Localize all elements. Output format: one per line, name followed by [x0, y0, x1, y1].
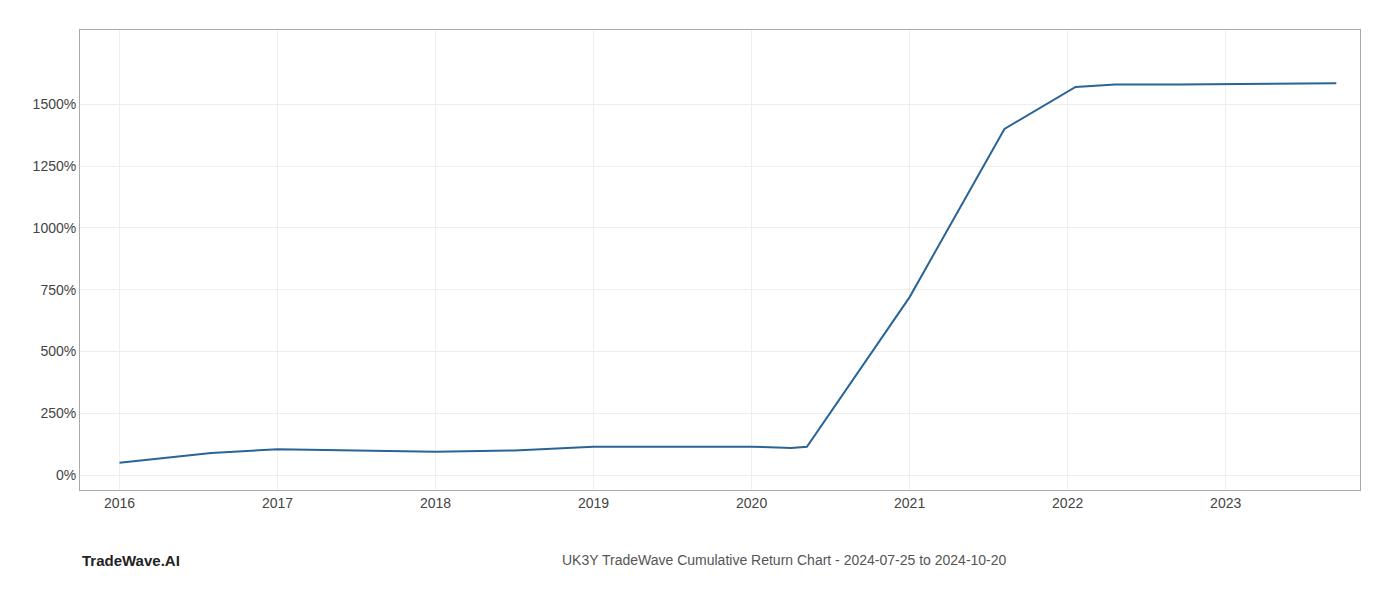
- svg-text:2023: 2023: [1210, 495, 1241, 511]
- svg-text:250%: 250%: [40, 405, 76, 421]
- svg-text:1250%: 1250%: [33, 158, 77, 174]
- svg-text:2019: 2019: [578, 495, 609, 511]
- svg-text:2017: 2017: [262, 495, 293, 511]
- svg-text:750%: 750%: [40, 282, 76, 298]
- svg-text:1000%: 1000%: [33, 220, 77, 236]
- svg-text:2016: 2016: [104, 495, 135, 511]
- svg-text:0%: 0%: [56, 467, 76, 483]
- svg-text:2022: 2022: [1052, 495, 1083, 511]
- svg-text:2020: 2020: [736, 495, 767, 511]
- svg-text:UK3Y TradeWave Cumulative Retu: UK3Y TradeWave Cumulative Return Chart -…: [562, 552, 1007, 568]
- svg-text:2018: 2018: [420, 495, 451, 511]
- svg-text:1500%: 1500%: [33, 96, 77, 112]
- svg-text:TradeWave.AI: TradeWave.AI: [82, 552, 180, 569]
- svg-text:500%: 500%: [40, 343, 76, 359]
- svg-text:2021: 2021: [894, 495, 925, 511]
